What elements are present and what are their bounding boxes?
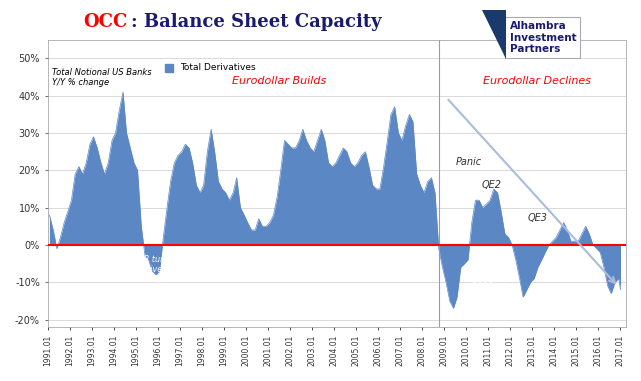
Text: Total Notional US Banks
Y/Y % change: Total Notional US Banks Y/Y % change [52, 68, 152, 87]
Text: Alhambra
Investment
Partners: Alhambra Investment Partners [510, 21, 576, 54]
Text: QE3: QE3 [528, 213, 548, 223]
Text: QE2: QE2 [481, 180, 502, 190]
Text: Total Derivatives: Total Derivatives [180, 63, 256, 72]
Text: 2011 crisis
Point of No
Return: 2011 crisis Point of No Return [472, 282, 518, 312]
Text: : Balance Sheet Capacity: : Balance Sheet Capacity [131, 13, 382, 31]
Text: Panic: Panic [455, 157, 481, 166]
Text: 'Rising
dollar': 'Rising dollar' [574, 295, 601, 315]
Text: Eurodollar Declines: Eurodollar Declines [483, 77, 591, 86]
Text: OCC: OCC [83, 13, 128, 31]
Text: VaR turns
derivatives into
'currency' and
dark leverage: VaR turns derivatives into 'currency' an… [122, 255, 185, 295]
Text: Eurodollar Builds: Eurodollar Builds [232, 77, 326, 86]
